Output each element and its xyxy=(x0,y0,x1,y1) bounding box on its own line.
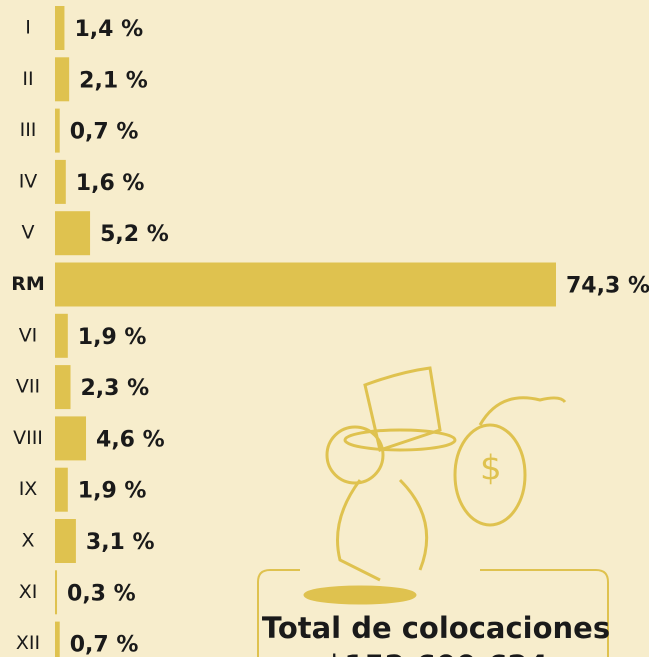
bar xyxy=(55,467,68,512)
total-label: Total de colocaciones xyxy=(262,611,610,645)
value-label: 1,9 % xyxy=(78,325,147,350)
category-label: I xyxy=(25,17,31,39)
bar xyxy=(55,108,60,153)
value-label: 5,2 % xyxy=(100,222,169,247)
category-label: V xyxy=(22,222,35,244)
category-label: VIII xyxy=(13,427,43,449)
frame xyxy=(257,569,609,657)
bar xyxy=(55,6,65,50)
value-label: 3,1 % xyxy=(86,530,155,555)
bar xyxy=(55,416,87,461)
bar xyxy=(55,519,76,563)
dollar-sign: $ xyxy=(480,449,502,489)
value-label: 74,3 % xyxy=(566,274,649,299)
bar xyxy=(55,570,58,615)
value-label: 0,3 % xyxy=(67,581,136,606)
value-label: 1,9 % xyxy=(78,479,147,504)
category-label: XI xyxy=(19,581,38,603)
value-label: 1,6 % xyxy=(76,171,145,196)
category-label: IV xyxy=(19,170,38,192)
value-label: 0,7 % xyxy=(70,633,139,657)
total-value: $152.600.624 xyxy=(324,649,548,657)
value-label: 2,1 % xyxy=(79,68,148,93)
bar xyxy=(55,621,60,657)
bar xyxy=(55,159,66,204)
value-label: 4,6 % xyxy=(96,427,165,452)
category-label: RM xyxy=(11,273,45,295)
value-label: 0,7 % xyxy=(70,120,139,145)
bar xyxy=(55,211,91,256)
category-label: VII xyxy=(16,376,40,398)
bar xyxy=(55,57,70,102)
value-label: 1,4 % xyxy=(74,17,143,42)
category-label: XII xyxy=(16,632,40,654)
category-label: X xyxy=(21,530,34,552)
category-label: IX xyxy=(19,478,38,500)
illustration: $ xyxy=(303,366,567,605)
category-label: III xyxy=(20,119,37,141)
value-label: 2,3 % xyxy=(81,376,150,401)
category-label: VI xyxy=(19,324,38,346)
category-label: II xyxy=(22,68,33,90)
bar xyxy=(55,313,68,358)
bar xyxy=(55,262,556,307)
bar xyxy=(55,365,71,410)
